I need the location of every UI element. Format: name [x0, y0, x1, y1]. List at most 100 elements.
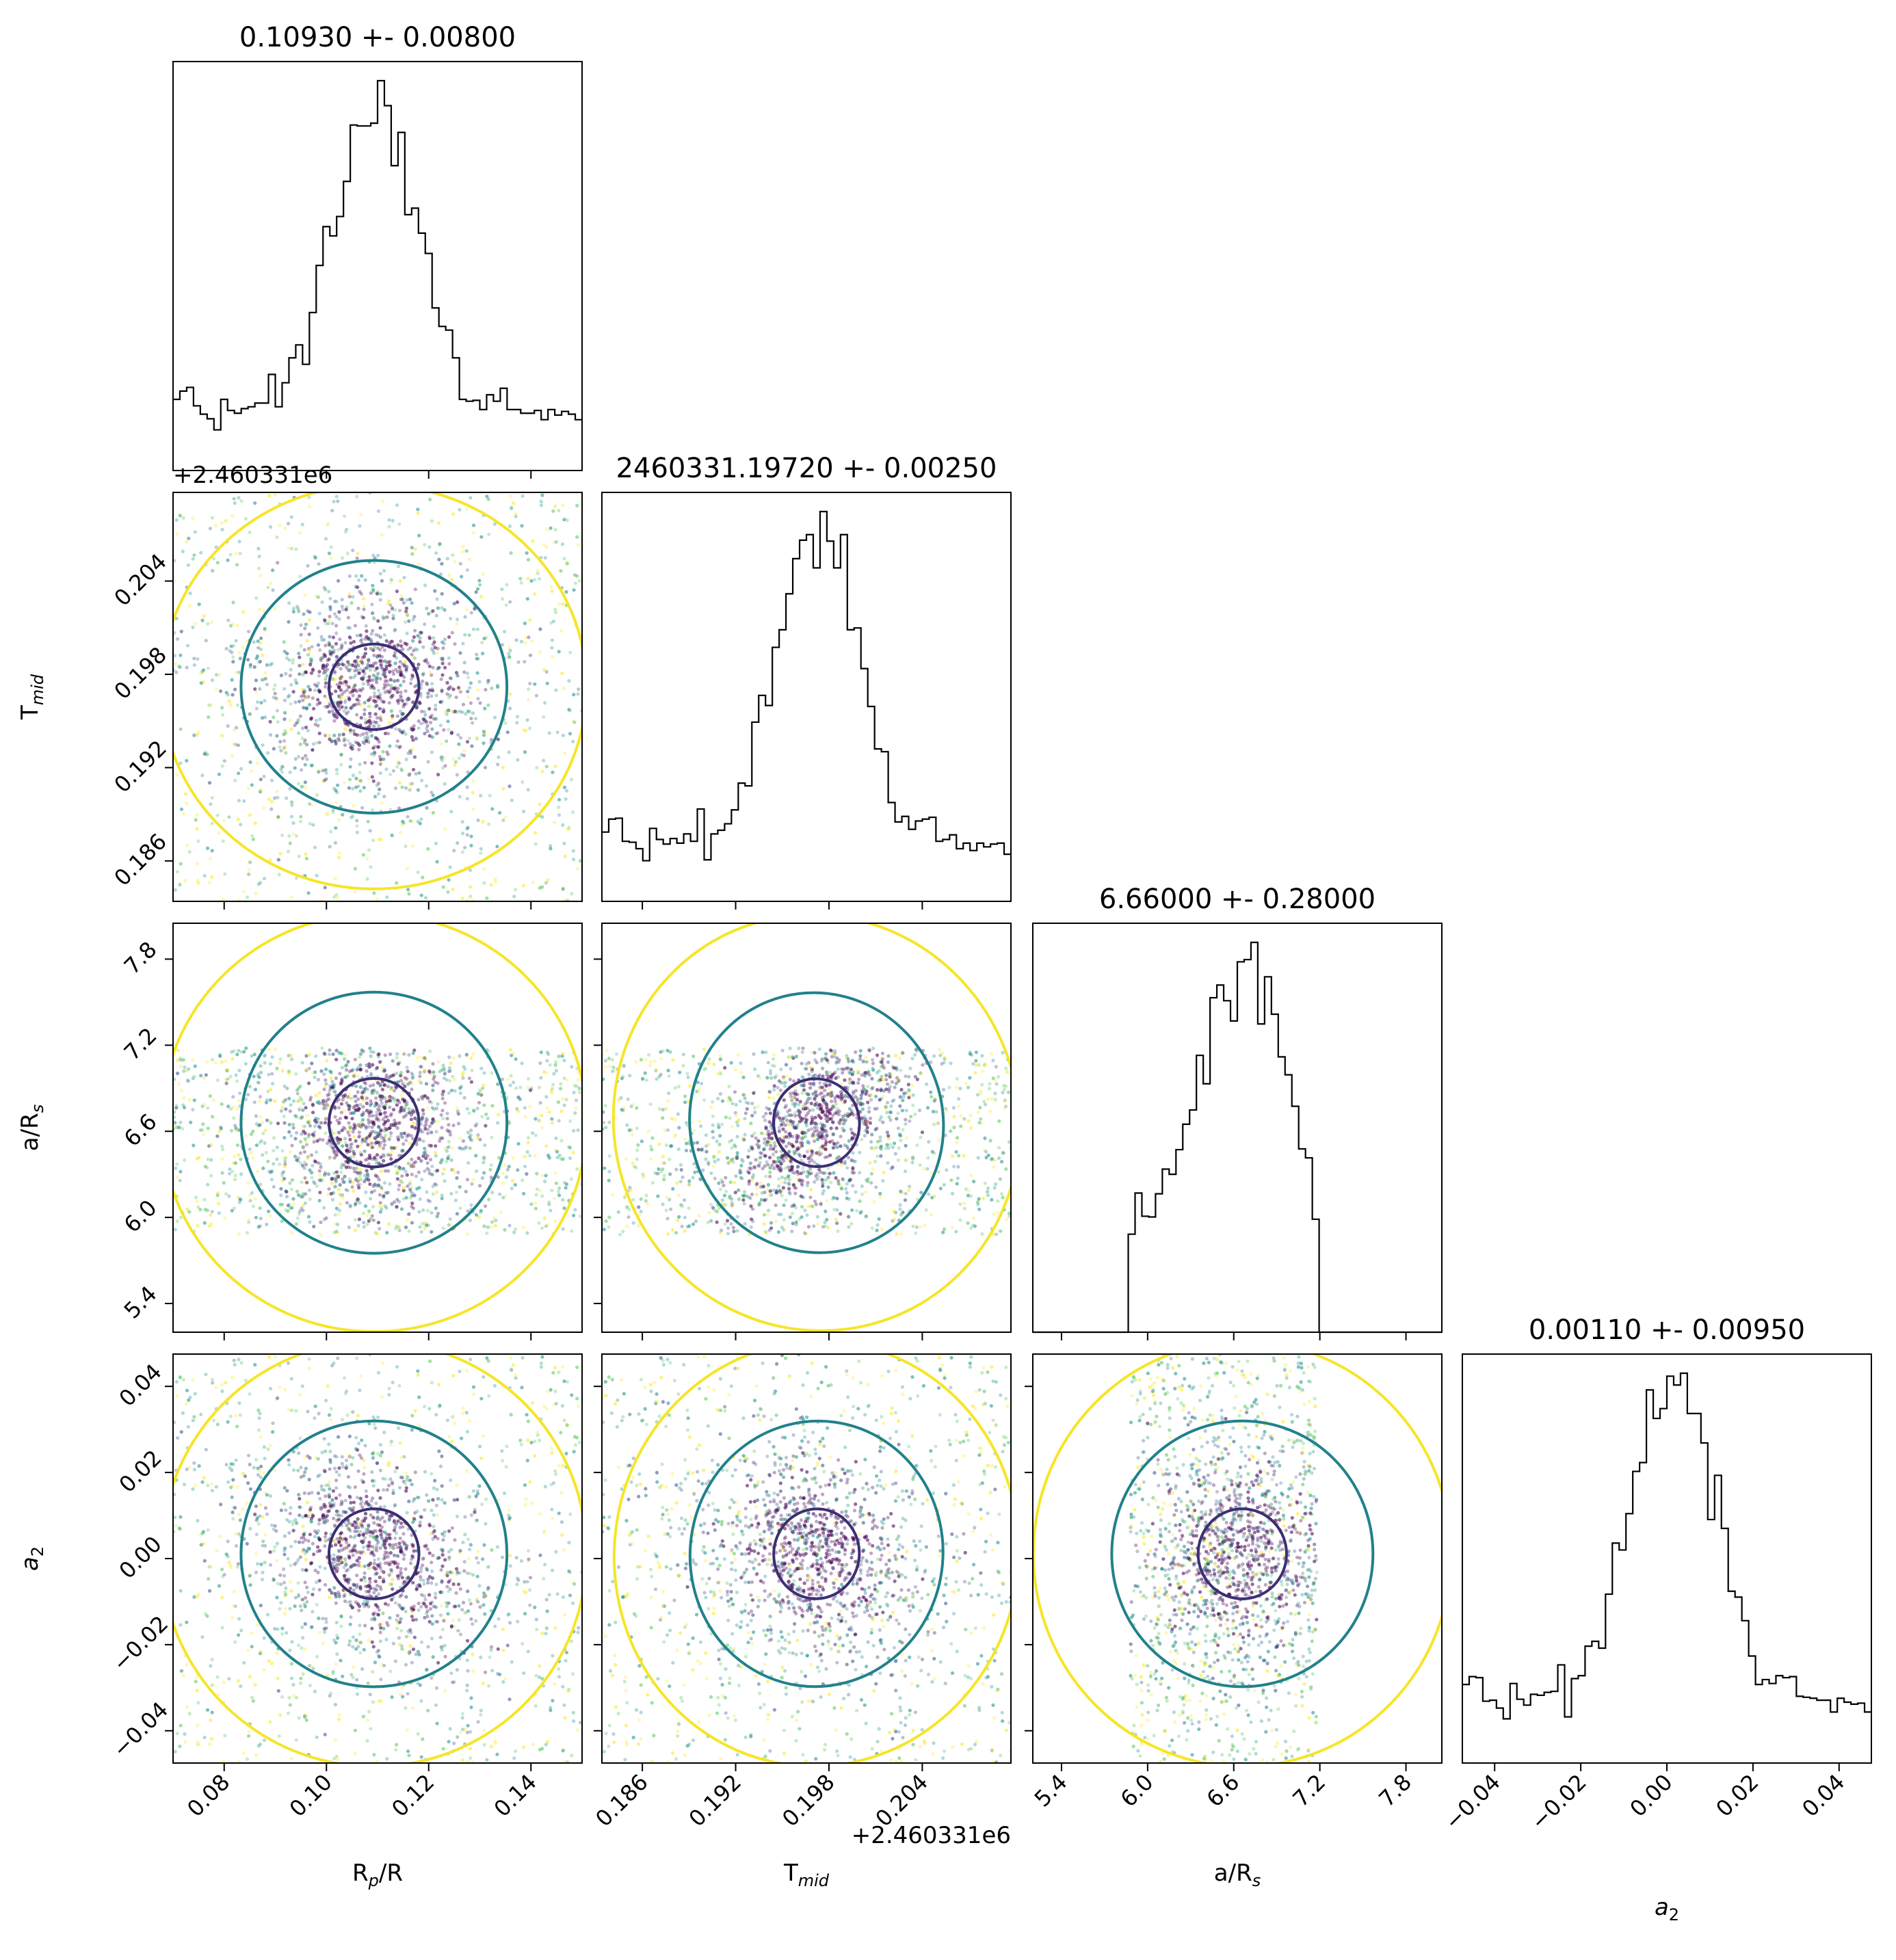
sample-point: [510, 798, 514, 802]
sample-point: [576, 1078, 580, 1082]
sample-point: [424, 681, 429, 685]
sample-point: [382, 1069, 386, 1073]
sample-point: [331, 808, 335, 812]
sample-point: [378, 692, 382, 696]
sample-point: [279, 1109, 283, 1113]
sample-point: [414, 737, 419, 741]
sample-point: [544, 1174, 548, 1178]
sample-point: [379, 1128, 383, 1133]
sample-point: [575, 574, 579, 578]
sample-point: [568, 1145, 572, 1150]
sample-point: [566, 827, 570, 831]
sample-point: [268, 858, 272, 862]
sample-point: [224, 519, 228, 523]
sample-point: [228, 701, 233, 706]
sample-point: [199, 1074, 203, 1078]
sample-point: [341, 732, 345, 737]
sample-point: [383, 1169, 388, 1173]
sample-point: [237, 771, 241, 776]
sample-point: [371, 674, 376, 678]
sample-point: [328, 607, 332, 611]
sample-point: [404, 757, 408, 761]
sample-point: [431, 642, 435, 646]
sample-point: [210, 1057, 215, 1062]
sample-point: [329, 1192, 333, 1196]
sample-point: [295, 1216, 300, 1220]
sample-point: [386, 1085, 390, 1089]
sample-point: [254, 678, 258, 683]
sample-point: [374, 736, 378, 740]
sample-point: [310, 645, 314, 649]
sample-point: [287, 658, 291, 662]
sample-point: [416, 870, 420, 874]
sample-point: [557, 797, 562, 802]
sample-point: [306, 1135, 311, 1139]
sample-point: [481, 1086, 485, 1090]
sample-point: [324, 1084, 328, 1088]
sample-point: [440, 1193, 444, 1197]
sample-point: [349, 706, 353, 710]
sample-point: [352, 804, 356, 808]
sample-point: [479, 535, 484, 539]
sample-point: [449, 1191, 453, 1195]
sample-point: [571, 739, 575, 743]
sample-point: [360, 676, 364, 680]
sample-point: [391, 1073, 395, 1077]
sample-point: [391, 716, 395, 720]
sample-point: [315, 793, 319, 797]
sample-point: [445, 708, 449, 713]
sample-point: [485, 1231, 489, 1235]
sample-point: [358, 659, 363, 663]
sample-point: [370, 684, 374, 688]
sample-point: [400, 1174, 404, 1178]
sample-point: [389, 578, 393, 582]
sample-point: [402, 1131, 406, 1135]
sample-point: [175, 870, 179, 874]
sample-point: [295, 1158, 299, 1162]
sample-point: [327, 1092, 331, 1096]
sample-point: [410, 728, 414, 732]
sample-point: [324, 670, 328, 674]
sample-point: [279, 749, 283, 753]
sample-point: [419, 893, 423, 897]
sample-point: [458, 651, 462, 655]
sample-point: [234, 552, 238, 556]
sample-point: [436, 646, 440, 651]
sample-point: [501, 765, 505, 769]
sample-point: [416, 634, 420, 638]
sample-point: [256, 546, 261, 551]
sample-point: [395, 1126, 399, 1130]
sample-point: [382, 795, 386, 799]
sample-point: [319, 1220, 323, 1224]
sample-point: [351, 744, 355, 748]
sample-point: [267, 1209, 271, 1213]
sample-point: [388, 744, 392, 748]
sample-point: [486, 680, 490, 685]
sample-point: [533, 592, 537, 596]
sample-point: [445, 1159, 449, 1164]
sample-point: [264, 1100, 269, 1104]
sample-point: [482, 733, 486, 737]
sample-point: [412, 724, 416, 728]
sample-point: [413, 1116, 417, 1120]
sample-point: [363, 1149, 367, 1153]
sample-point: [326, 1141, 330, 1145]
sample-point: [365, 720, 369, 724]
sample-point: [357, 747, 361, 752]
sample-point: [546, 878, 550, 882]
sample-point: [394, 661, 398, 665]
sample-point: [291, 689, 295, 694]
sample-point: [410, 552, 414, 556]
sample-point: [229, 644, 233, 648]
sample-point: [287, 693, 291, 698]
sample-point: [307, 632, 311, 637]
sample-point: [553, 607, 557, 611]
sample-point: [312, 1224, 316, 1229]
sample-point: [399, 673, 404, 677]
sample-point: [436, 1102, 440, 1106]
sample-point: [358, 688, 362, 692]
sample-point: [362, 607, 366, 611]
sample-point: [390, 833, 394, 838]
sample-point: [291, 661, 295, 665]
sample-point: [308, 1168, 312, 1172]
